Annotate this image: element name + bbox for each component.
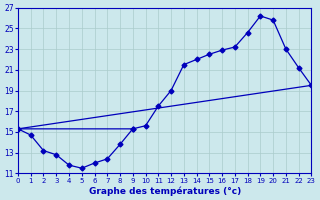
X-axis label: Graphe des températures (°c): Graphe des températures (°c) xyxy=(89,186,241,196)
